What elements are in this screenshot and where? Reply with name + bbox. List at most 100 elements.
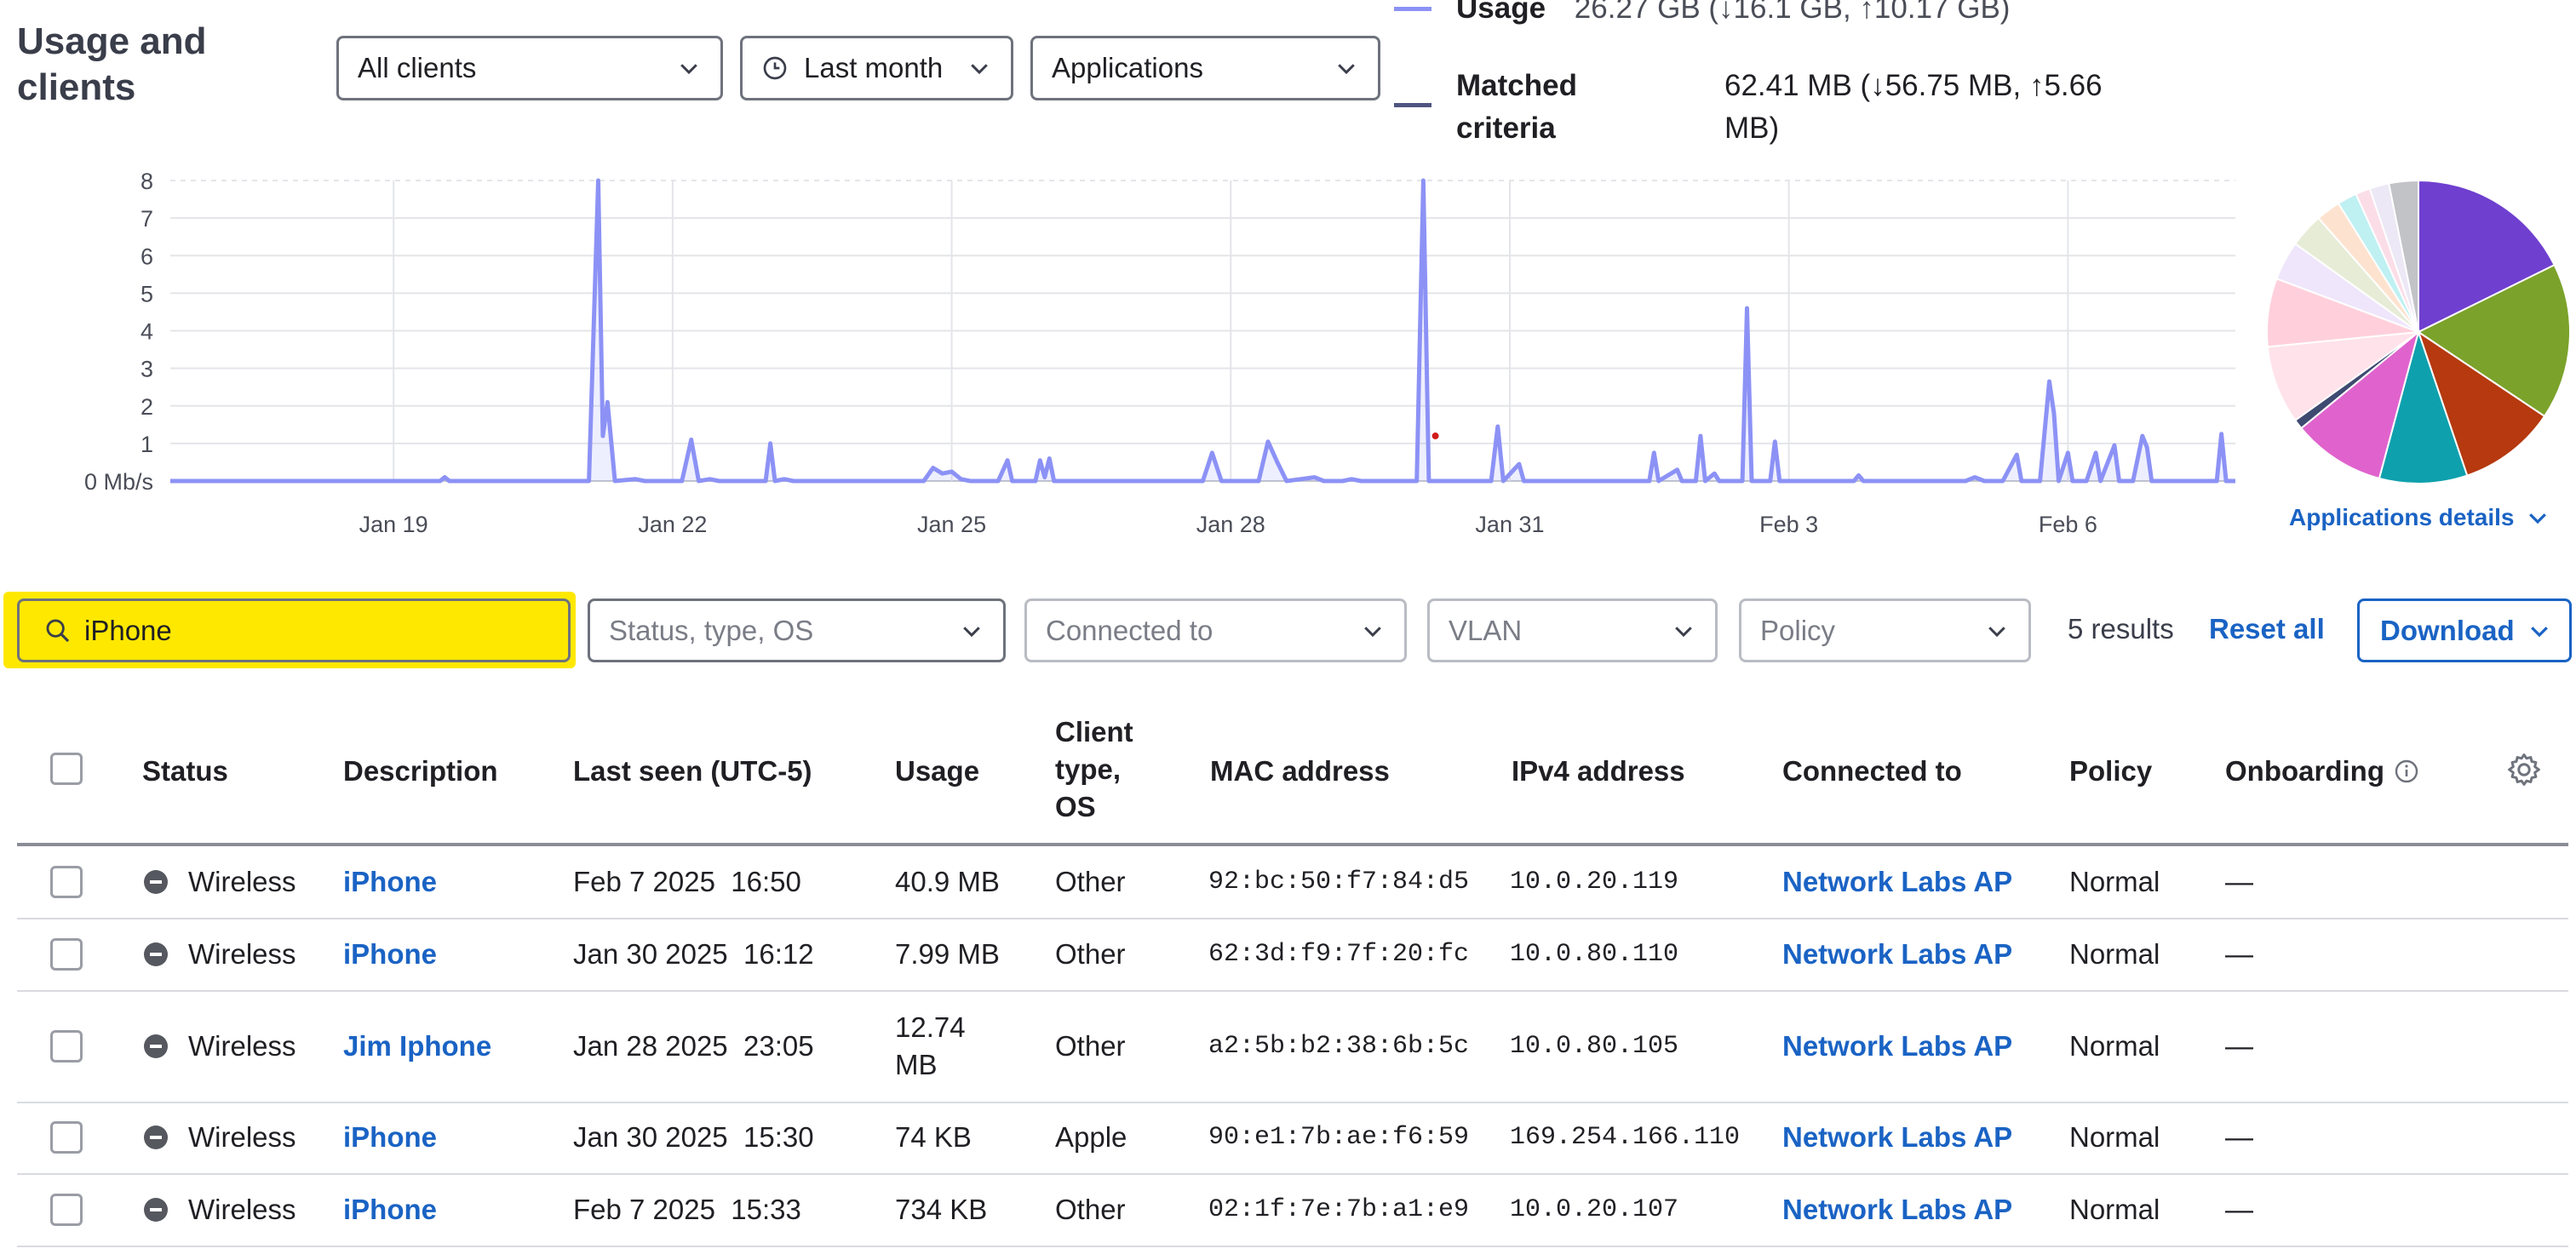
- onboarding-cell: —: [2225, 866, 2253, 897]
- ipv4-address-cell: 10.0.20.107: [1510, 1194, 1679, 1224]
- status-cell: Wireless: [188, 1029, 296, 1062]
- usage-chart[interactable]: 0 Mb/s 1 2 3 4 5 6 7 8 Jan 19 Jan 22 Jan 25 Jan 28 Ja…: [0, 162, 2265, 553]
- table-row[interactable]: [17, 1102, 2568, 1175]
- applications-pie-chart[interactable]: [2265, 175, 2572, 490]
- search-input[interactable]: iPhone: [17, 598, 571, 662]
- table-row[interactable]: [17, 918, 2568, 992]
- row-checkbox[interactable]: [50, 866, 83, 898]
- applications-details-toggle[interactable]: Applications details: [2289, 504, 2550, 531]
- vlan-filter[interactable]: VLAN: [1427, 598, 1718, 662]
- policy-filter[interactable]: Policy: [1739, 598, 2031, 662]
- description-link[interactable]: iPhone: [343, 1121, 438, 1153]
- client-type-cell: Apple: [1055, 1121, 1127, 1153]
- status-cell: Wireless: [188, 866, 296, 897]
- pie-slice[interactable]: [2417, 329, 2546, 477]
- matched-legend-label-line1: Matched: [1456, 69, 1577, 102]
- connected-to-link[interactable]: Network Labs AP: [1782, 1193, 2013, 1225]
- settings-gear-icon[interactable]: [2505, 751, 2543, 788]
- chevron-down-icon: [2530, 626, 2548, 637]
- column-header-mac[interactable]: MAC address: [1210, 755, 1390, 787]
- usage-series-line[interactable]: [170, 178, 2235, 484]
- download-button[interactable]: Download: [2357, 598, 2572, 662]
- connected-to-link[interactable]: Network Labs AP: [1782, 1029, 2013, 1062]
- pie-slice[interactable]: [2418, 179, 2556, 334]
- chevron-down-icon: [2528, 513, 2546, 524]
- select-all-checkbox[interactable]: [50, 753, 83, 785]
- reset-all-link[interactable]: Reset all: [2209, 613, 2325, 644]
- onboarding-cell: —: [2225, 1193, 2253, 1225]
- breakdown-value: Applications: [1052, 52, 1203, 83]
- x-tick-label: Jan 22: [638, 512, 707, 537]
- description-link[interactable]: iPhone: [343, 1193, 438, 1225]
- column-header-client-type-line3: OS: [1055, 791, 1096, 822]
- column-header-last-seen[interactable]: Last seen (UTC-5): [573, 755, 812, 787]
- connected-to-filter[interactable]: Connected to: [1024, 598, 1407, 662]
- info-icon[interactable]: [2393, 758, 2420, 785]
- usage-cell: 7.99 MB: [895, 937, 1000, 970]
- description-link[interactable]: iPhone: [343, 937, 438, 970]
- column-header-status[interactable]: Status: [142, 755, 228, 787]
- row-checkbox[interactable]: [50, 1029, 83, 1062]
- row-checkbox[interactable]: [50, 1121, 83, 1154]
- last-seen-cell: Feb 7 2025 16:50: [573, 866, 801, 897]
- usage-cell: 40.9 MB: [895, 866, 1000, 897]
- connected-to-link[interactable]: Network Labs AP: [1782, 937, 2013, 970]
- pie-slice[interactable]: [2417, 263, 2571, 418]
- status-offline-icon: [144, 942, 168, 966]
- x-tick-label: Jan 28: [1196, 512, 1265, 537]
- table-row[interactable]: [17, 1173, 2568, 1247]
- pie-slice[interactable]: [2266, 330, 2422, 422]
- row-checkbox[interactable]: [50, 937, 83, 971]
- matched-legend-value: 62.41 MB (↓56.75 MB, ↑5.66 MB): [1724, 65, 2103, 150]
- column-header-client-type-line1: Client: [1055, 716, 1133, 747]
- search-highlight: [3, 592, 576, 668]
- column-header-ipv4[interactable]: IPv4 address: [1512, 755, 1685, 787]
- mac-address-cell: 92:bc:50:f7:84:d5: [1208, 868, 1470, 896]
- pie-slice[interactable]: [2388, 179, 2419, 333]
- y-tick-label: 4: [141, 319, 153, 345]
- table-row[interactable]: [17, 990, 2568, 1103]
- policy-placeholder: Policy: [1760, 614, 1836, 646]
- status-type-os-placeholder: Status, type, OS: [609, 614, 814, 646]
- status-type-os-filter[interactable]: Status, type, OS: [588, 598, 1006, 662]
- policy-cell: Normal: [2069, 1029, 2160, 1062]
- ipv4-address-cell: 10.0.80.105: [1510, 1031, 1679, 1061]
- column-header-client-type-line2: type,: [1055, 753, 1122, 785]
- column-header-description[interactable]: Description: [343, 755, 498, 787]
- onboarding-cell: —: [2225, 937, 2253, 970]
- pie-slice[interactable]: [2378, 329, 2469, 484]
- applications-details-label: Applications details: [2289, 504, 2515, 530]
- matched-legend-value-line1: 62.41 MB (↓56.75 MB, ↑5.66: [1724, 69, 2103, 102]
- clients-filter-dropdown[interactable]: All clients: [336, 36, 723, 100]
- x-tick-label: Jan 19: [359, 512, 428, 537]
- connected-to-link[interactable]: Network Labs AP: [1782, 866, 2013, 897]
- description-link[interactable]: iPhone: [343, 866, 438, 897]
- matched-legend-label-line2: criteria: [1456, 112, 1556, 145]
- column-header-onboarding[interactable]: Onboarding: [2225, 753, 2420, 790]
- ipv4-address-cell: 10.0.20.119: [1510, 868, 1679, 896]
- connected-to-placeholder: Connected to: [1046, 614, 1213, 646]
- pie-slice[interactable]: [2299, 329, 2420, 480]
- y-tick-label: 7: [141, 206, 153, 232]
- connected-to-link[interactable]: Network Labs AP: [1782, 1121, 2013, 1153]
- matched-legend-value-line2: MB): [1724, 112, 1780, 145]
- row-checkbox[interactable]: [50, 1193, 83, 1226]
- column-header-usage[interactable]: Usage: [895, 755, 980, 787]
- column-header-client-type[interactable]: Client type, OS: [1055, 713, 1133, 826]
- description-link[interactable]: Jim Iphone: [343, 1029, 492, 1062]
- table-row[interactable]: [17, 846, 2568, 919]
- vlan-placeholder: VLAN: [1449, 614, 1523, 646]
- usage-legend-value: 26.27 GB (↓16.1 GB, ↑10.17 GB): [1574, 0, 2011, 25]
- time-range-dropdown[interactable]: Last month: [740, 36, 1013, 100]
- column-header-policy[interactable]: Policy: [2069, 755, 2153, 787]
- ipv4-address-cell: 169.254.166.110: [1510, 1123, 1741, 1152]
- column-header-connected-to[interactable]: Connected to: [1782, 755, 1962, 787]
- breakdown-dropdown[interactable]: Applications: [1030, 36, 1380, 100]
- y-tick-label: 8: [141, 169, 153, 194]
- last-seen-cell: Jan 28 2025 23:05: [573, 1029, 814, 1062]
- policy-cell: Normal: [2069, 866, 2160, 897]
- x-tick-label: Feb 6: [2039, 512, 2097, 537]
- client-type-cell: Other: [1055, 1029, 1126, 1062]
- y-tick-label: 3: [141, 357, 153, 382]
- annotation-marker: [1431, 432, 1439, 440]
